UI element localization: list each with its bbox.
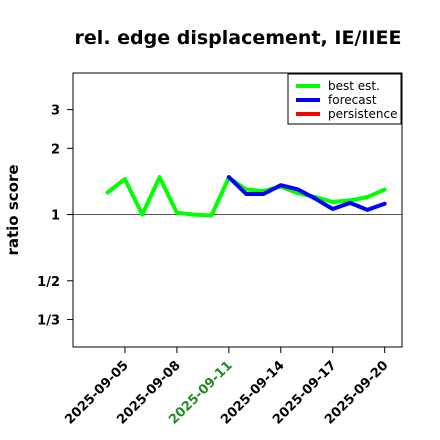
series-line-best-est- (105, 175, 387, 218)
series-line-forecast (226, 175, 387, 212)
legend-label: persistence (328, 107, 397, 121)
y-tick-label: 2 (51, 142, 60, 157)
y-tick-label: 1/3 (37, 314, 60, 329)
chart-title: rel. edge displacement, IE/IIEE (75, 27, 402, 49)
legend-label: best est. (328, 79, 380, 93)
y-tick-label: 3 (51, 104, 60, 119)
legend-label: forecast (328, 93, 377, 107)
axes-layer: 3211/21/32025-09-052025-09-082025-09-112… (37, 104, 391, 428)
y-tick-label: 1 (51, 209, 60, 224)
y-axis-label: ratio score (4, 164, 22, 255)
y-tick-label: 1/2 (37, 275, 60, 290)
plot-frame (72, 72, 403, 348)
series-layer (105, 175, 387, 218)
